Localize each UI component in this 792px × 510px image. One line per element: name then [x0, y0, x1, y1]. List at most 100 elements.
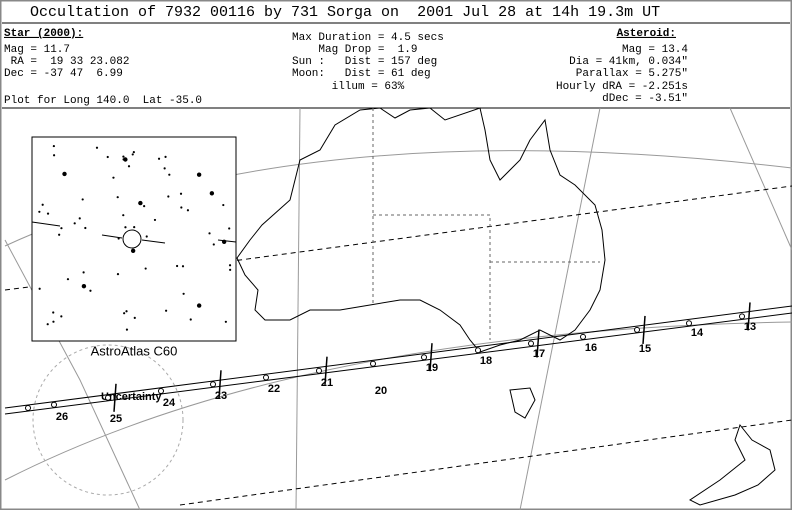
star-dot	[62, 171, 67, 177]
star-dot	[189, 318, 192, 321]
star-line: RA = 19 33 23.082	[4, 56, 129, 68]
circ-line: Mag Drop = 1.9	[292, 44, 417, 56]
star-dot	[38, 210, 41, 213]
time-label: 21	[321, 377, 333, 389]
star-dot	[46, 212, 50, 215]
inset-chart	[31, 136, 237, 342]
star-dot	[84, 226, 87, 230]
graticule-line	[4, 321, 792, 481]
path-point	[475, 347, 481, 354]
path-edge	[4, 305, 792, 409]
hour-tick	[113, 383, 117, 412]
star-dot	[131, 153, 134, 156]
star-dot	[133, 316, 136, 319]
star-dot	[224, 320, 227, 323]
circ-line: Max Duration = 4.5 secs	[292, 32, 444, 44]
path-point	[210, 381, 216, 388]
star-dot	[81, 198, 84, 201]
asteroid-line: Dia = 41km, 0.034"	[569, 56, 688, 68]
star-dot	[82, 271, 85, 274]
star-line: Dec = -37 47 6.99	[4, 68, 123, 80]
time-label: 19	[426, 362, 438, 374]
hour-tick	[536, 329, 540, 358]
time-label: 24	[163, 397, 176, 409]
star-dot	[165, 309, 168, 312]
time-label: 18	[480, 355, 492, 367]
asteroid-line: Parallax = 5.275"	[576, 68, 688, 80]
star-dot	[175, 264, 179, 268]
inset-stars	[31, 144, 237, 331]
time-label: 13	[744, 321, 756, 333]
uncertainty-circle	[32, 344, 184, 496]
star-dot	[95, 146, 99, 149]
path-point	[370, 360, 376, 367]
path-edge	[4, 312, 792, 415]
time-label: 14	[691, 327, 704, 339]
path-point	[158, 387, 164, 394]
star-dot	[164, 155, 167, 158]
path-point	[105, 394, 111, 401]
new-zealand	[689, 423, 776, 506]
limit-line	[4, 185, 792, 291]
hour-tick	[747, 302, 751, 331]
star-dot	[89, 289, 92, 292]
path-point	[51, 401, 57, 408]
star-dot	[222, 203, 225, 207]
star-dot	[209, 191, 215, 196]
star-dot	[229, 268, 232, 271]
path-point	[25, 405, 31, 412]
time-markers: 13 14 15 16 17 18 19 20 21 22 23 24 25 26	[25, 302, 756, 425]
graticule-line	[729, 107, 792, 251]
limit-line	[179, 419, 792, 506]
star-dot	[46, 323, 49, 326]
star-dot	[181, 265, 185, 268]
asteroid-heading: Asteroid:	[617, 28, 676, 40]
star-dot	[78, 217, 81, 220]
time-label: 15	[639, 343, 651, 355]
star-dot	[60, 227, 63, 230]
star-dot	[52, 320, 55, 323]
star-dot	[66, 278, 70, 281]
hour-tick	[324, 356, 328, 385]
time-label: 20	[375, 385, 387, 397]
path-point	[316, 367, 322, 374]
star-heading: Star (2000):	[4, 28, 83, 40]
circ-line: illum = 63%	[292, 81, 405, 93]
path-point	[739, 313, 745, 320]
star-dot	[196, 172, 202, 177]
star-dot	[144, 267, 147, 270]
asteroid-line: dDec = -3.51"	[602, 93, 688, 105]
asteroid-line: Mag = 13.4	[622, 44, 688, 56]
star-dot	[127, 165, 131, 168]
star-dot	[167, 195, 170, 198]
star-dot	[112, 176, 115, 179]
star-dot	[116, 273, 120, 276]
star-dot	[130, 248, 136, 253]
star-dot	[41, 203, 44, 206]
star-dot	[133, 226, 136, 229]
star-dot	[116, 196, 119, 199]
star-dot	[186, 209, 190, 212]
star-dot	[180, 206, 183, 209]
tasmania	[509, 387, 536, 419]
star-dot	[81, 283, 87, 289]
star-dot	[196, 303, 202, 308]
path-point	[634, 326, 640, 333]
border	[373, 214, 491, 340]
inset-tick	[31, 221, 61, 227]
time-label: 26	[56, 411, 68, 423]
time-label: 17	[533, 348, 545, 360]
inset-label: AstroAtlas C60	[91, 343, 178, 358]
star-dot	[58, 233, 61, 236]
central-path	[4, 305, 792, 415]
title: Occultation of 7932 00116 by 731 Sorga o…	[30, 4, 660, 21]
star-dot	[122, 158, 125, 161]
star-dot	[228, 264, 232, 267]
star-dot	[124, 226, 127, 229]
time-label: 22	[268, 383, 280, 395]
star-dot	[52, 154, 56, 157]
star-dot	[125, 328, 129, 331]
time-label: 16	[585, 342, 597, 354]
star-dot	[157, 157, 161, 160]
